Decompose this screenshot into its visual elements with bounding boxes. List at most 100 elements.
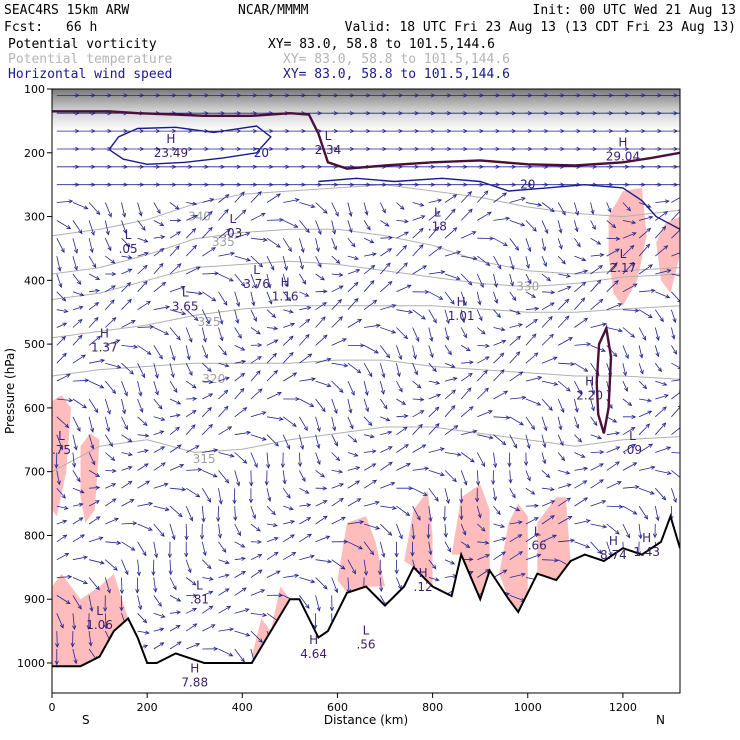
- wind-vector-head-982: [167, 553, 172, 559]
- wind-vector-346: [606, 237, 620, 240]
- wind-vector-990: [299, 533, 312, 543]
- wind-vector-979: [121, 541, 135, 551]
- wind-vector-389: [671, 252, 680, 257]
- wind-vector-308: [622, 220, 636, 224]
- wind-vector-head-437: [198, 291, 203, 296]
- wind-vector-head-744: [108, 442, 114, 448]
- wind-vector-head-1131: [59, 623, 64, 629]
- wind-vector-783: [105, 452, 115, 461]
- wind-vector-268: [606, 202, 612, 213]
- wind-vector-head-378: [497, 264, 502, 270]
- wind-vector-head-694: [560, 408, 565, 414]
- wind-vector-head-501: [598, 298, 604, 304]
- wind-vector-head-1034: [377, 570, 383, 576]
- wind-vector-head-728: [488, 410, 493, 415]
- wind-vector-893: [622, 486, 639, 489]
- wind-vector-923: [476, 505, 481, 518]
- wind-vector-head-277: [122, 229, 127, 234]
- wind-vector-head-252: [348, 212, 353, 218]
- wind-vector-734: [574, 416, 579, 429]
- wind-vector-611: [477, 356, 490, 364]
- wind-vector-head-1022: [187, 568, 192, 574]
- wind-vector-259: [460, 191, 472, 203]
- wind-vector-544: [654, 327, 659, 341]
- wind-vector-head-713: [242, 407, 248, 412]
- wind-vector-575: [525, 333, 537, 346]
- wind-vector-891: [590, 479, 604, 489]
- extremum-value-8: 1.16: [272, 290, 299, 304]
- extremum-type-13: L: [58, 429, 65, 443]
- wind-vector-head-411: [403, 262, 408, 267]
- wind-vector-head-738: [647, 410, 653, 415]
- wind-vector-1006: [558, 539, 575, 543]
- wind-vector-240: [153, 202, 161, 214]
- wind-vector-head-551: [146, 350, 152, 355]
- wind-vector-803: [428, 448, 445, 453]
- wind-vector-head-731: [530, 425, 536, 431]
- wind-vector-head-492: [445, 319, 450, 325]
- wind-vector-head-763: [418, 423, 423, 429]
- wind-vector-head-1041: [501, 551, 506, 556]
- wind-vector-483: [299, 307, 311, 311]
- wind-vector-head-631: [173, 388, 178, 393]
- wind-vector-head-484: [322, 302, 327, 307]
- wind-vector-head-637: [273, 369, 278, 375]
- wind-vector-1142: [234, 608, 250, 614]
- wind-vector-636: [250, 370, 261, 382]
- wind-vector-873: [299, 487, 309, 494]
- wind-vector-359: [185, 245, 197, 257]
- wind-vector-head-512: [149, 324, 155, 330]
- wind-vector-882: [444, 488, 450, 504]
- wind-vector-377: [477, 255, 490, 266]
- wind-vector-902: [137, 502, 153, 507]
- wind-vector-head-754: [274, 442, 279, 447]
- wind-vector-head-965: [533, 517, 539, 522]
- wind-vector-head-319: [176, 231, 182, 236]
- wind-vector-789: [202, 449, 218, 453]
- wind-vector-645: [396, 380, 403, 392]
- wind-vector-head-906: [201, 517, 206, 523]
- wind-vector-head-233: [690, 183, 694, 187]
- wind-vector-head-234: [68, 199, 74, 204]
- wind-vector-head-642: [350, 390, 355, 396]
- wind-vector-head-742: [73, 445, 78, 451]
- wind-vector-497: [525, 308, 539, 311]
- wind-vector-745: [121, 434, 132, 443]
- wind-vector-925: [509, 505, 520, 511]
- wind-vector-head-723: [403, 414, 409, 419]
- wind-vector-head-282: [208, 210, 213, 216]
- wind-vector-head-320: [191, 228, 197, 233]
- theta-contour-0: [52, 184, 680, 237]
- wind-vector-head-970: [615, 530, 620, 535]
- wind-vector-596: [234, 360, 246, 364]
- wind-vector-845: [476, 470, 479, 486]
- wind-vector-638: [282, 372, 297, 382]
- wind-vector-765: [444, 425, 458, 436]
- wind-vector-628: [121, 380, 128, 396]
- wind-vector-1001: [477, 541, 489, 544]
- wind-vector-head-322: [226, 228, 232, 233]
- wind-vector-head-534: [500, 327, 506, 332]
- wind-vector-head-850: [565, 470, 571, 475]
- wind-vector-head-313: [73, 248, 78, 254]
- wind-vector-head-622: [657, 367, 662, 373]
- wind-vector-549: [105, 339, 120, 346]
- theta-contour-3: [52, 305, 680, 339]
- wind-vector-450: [396, 284, 412, 293]
- wind-vector-952: [315, 515, 328, 525]
- wind-vector-920: [428, 506, 432, 522]
- wind-vector-1074: [396, 577, 402, 590]
- extremum-value-14: .09: [623, 443, 642, 457]
- wind-vector-626: [88, 380, 104, 389]
- wind-vector-430: [72, 291, 84, 296]
- wind-vector-828: [202, 470, 218, 478]
- wind-vector-head-735: [593, 421, 598, 426]
- wind-vector-head-1172: [88, 641, 93, 647]
- wind-vector-998: [428, 541, 432, 555]
- wind-vector-head-609: [450, 363, 456, 368]
- wind-vector-288: [299, 220, 310, 233]
- wind-vector-842: [428, 470, 445, 476]
- wind-vector-543: [638, 327, 647, 341]
- wind-vector-1000: [460, 541, 470, 548]
